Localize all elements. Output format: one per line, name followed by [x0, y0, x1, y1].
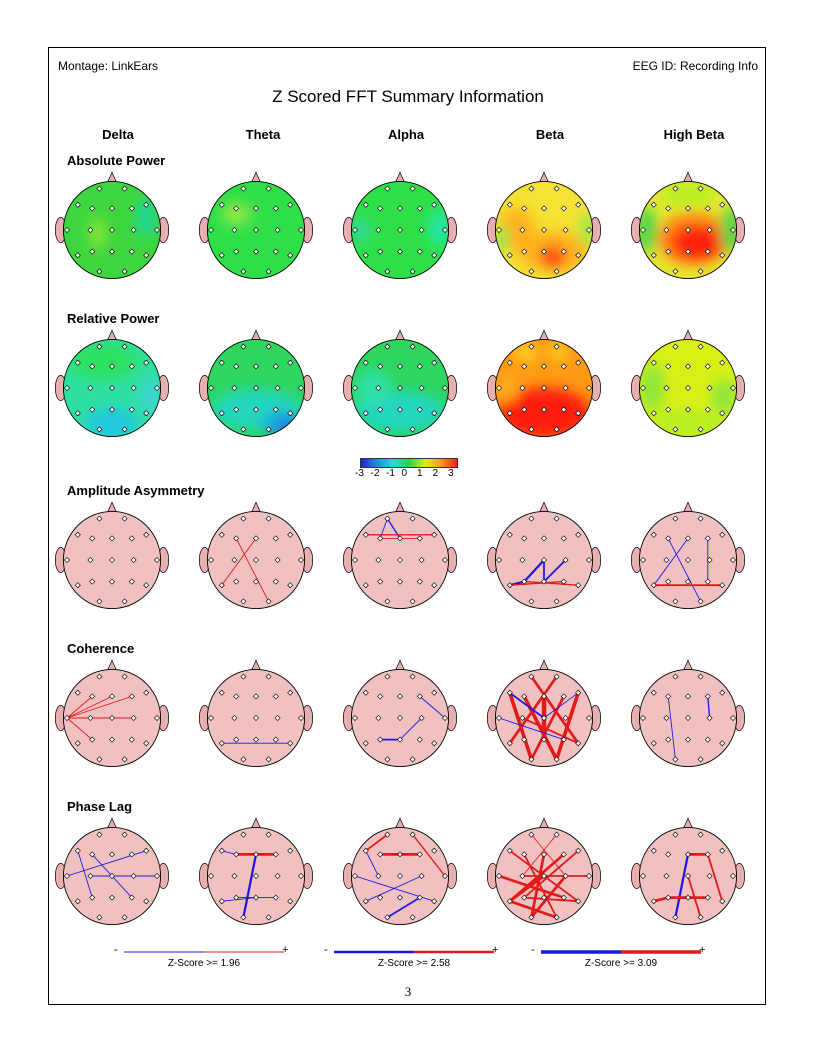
zscore-minus: -: [114, 944, 118, 956]
topomap-absolute-power-theta: [198, 171, 314, 280]
page-frame: [48, 47, 766, 1005]
topomap-absolute-power-delta: [54, 171, 170, 280]
colorbar-tick: 1: [417, 468, 423, 479]
page-number: 3: [404, 984, 412, 999]
topomap-coherence-delta: [54, 659, 170, 768]
band-alpha: Alpha: [387, 127, 425, 142]
topomap-coherence-alpha: [342, 659, 458, 768]
topomap-phase-lag-delta: [54, 817, 170, 926]
row-label-amplitude-asymmetry: Amplitude Asymmetry: [67, 483, 205, 498]
colorbar-tick: -2: [370, 468, 380, 479]
topomap-absolute-power-beta: [486, 171, 602, 280]
topomap-amplitude-asymmetry-theta: [198, 501, 314, 610]
topomap-phase-lag-high-beta: [630, 817, 746, 926]
topomap-amplitude-asymmetry-beta: [486, 501, 602, 610]
montage-label: Montage: LinkEars: [58, 59, 159, 73]
colorbar-tick: 0: [401, 468, 408, 479]
band-high-beta: High Beta: [663, 127, 725, 142]
colorbar: [360, 458, 458, 468]
topomap-relative-power-theta: [198, 329, 314, 438]
topomap-coherence-beta: [486, 659, 602, 768]
topomap-coherence-theta: [198, 659, 314, 768]
topomap-amplitude-asymmetry-delta: [54, 501, 170, 610]
topomap-absolute-power-high-beta: [630, 171, 746, 280]
zscore-label: Z-Score >= 1.96: [167, 958, 241, 969]
zscore-label: Z-Score >= 3.09: [584, 958, 658, 969]
row-label-relative-power: Relative Power: [67, 311, 160, 326]
zscore-line: [124, 951, 284, 953]
topomap-relative-power-beta: [486, 329, 602, 438]
row-label-coherence: Coherence: [67, 641, 135, 656]
zscore-label: Z-Score >= 2.58: [377, 958, 451, 969]
zscore-plus: +: [282, 944, 289, 956]
eeg-id-label: EEG ID: Recording Info: [632, 59, 758, 73]
zscore-plus: +: [699, 944, 706, 956]
row-label-phase-lag: Phase Lag: [67, 799, 133, 814]
topomap-amplitude-asymmetry-alpha: [342, 501, 458, 610]
topomap-phase-lag-alpha: [342, 817, 458, 926]
topomap-relative-power-delta: [54, 329, 170, 438]
topomap-phase-lag-beta: [486, 817, 602, 926]
band-beta: Beta: [535, 127, 565, 142]
page-title: Z Scored FFT Summary Information: [272, 87, 544, 106]
row-label-absolute-power: Absolute Power: [67, 153, 166, 168]
colorbar-tick: 3: [448, 468, 454, 479]
colorbar-tick: -3: [355, 468, 364, 479]
colorbar-tick: 2: [432, 468, 439, 479]
band-theta: Theta: [245, 127, 281, 142]
topomap-absolute-power-alpha: [342, 171, 458, 280]
topomap-relative-power-high-beta: [630, 329, 746, 438]
topomap-coherence-high-beta: [630, 659, 746, 768]
zscore-plus: +: [492, 944, 499, 956]
topomap-amplitude-asymmetry-high-beta: [630, 501, 746, 610]
topomap-relative-power-alpha: [342, 329, 458, 438]
band-delta: Delta: [102, 127, 134, 142]
zscore-line: [334, 950, 494, 954]
colorbar-tick: -1: [386, 468, 395, 479]
topomap-phase-lag-theta: [198, 817, 314, 926]
zscore-minus: -: [324, 944, 328, 956]
zscore-minus: -: [531, 944, 535, 956]
zscore-line: [541, 950, 701, 954]
